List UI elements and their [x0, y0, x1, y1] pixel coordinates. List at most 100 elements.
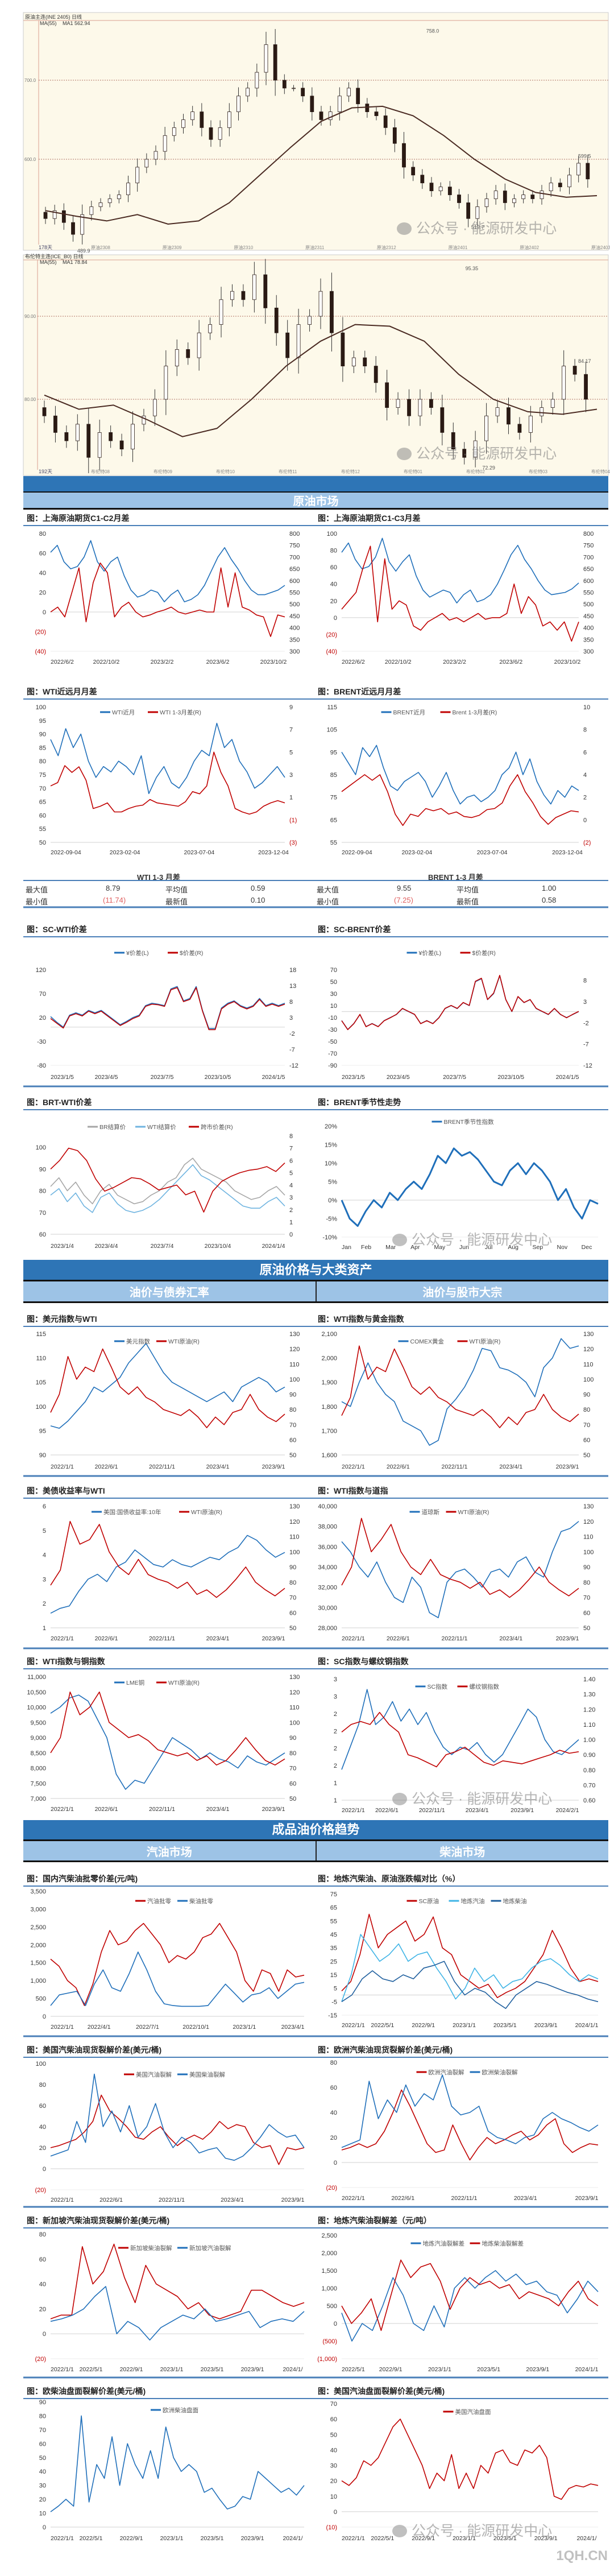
- x-axis-tick-label: 2022/11/1: [419, 1807, 445, 1814]
- y2-axis-tick-label: -12: [583, 1062, 592, 1069]
- y-axis-tick-label: 32,000: [318, 1585, 337, 1591]
- y-axis-tick-label: 60: [330, 2085, 337, 2091]
- y-axis-tick-label: 85: [39, 745, 46, 751]
- y-axis-tick-label: 100: [36, 704, 46, 711]
- subsection-diesel: 柴油市场: [315, 1841, 609, 1860]
- candle-body: [586, 163, 590, 180]
- x-axis-tick-label: 2024/1/: [283, 2535, 302, 2542]
- y-axis-tick-label: -50: [328, 1039, 337, 1045]
- line-chart: 图：地炼汽柴油裂解差（元/吨） 2,500 2,000 1,500 1,000 500 0 (…: [314, 2216, 608, 2373]
- candle-body: [503, 191, 507, 203]
- ma55-line: [44, 324, 597, 437]
- stats-value: (11.74): [103, 896, 126, 904]
- candle-body: [330, 291, 334, 333]
- stats-label: 最大值: [317, 886, 339, 894]
- y-axis-tick-label: 55: [330, 840, 337, 846]
- stats-label: 最小值: [26, 898, 48, 906]
- y-axis-tick-label: 35: [330, 1945, 337, 1952]
- y2-axis-tick-label: 18: [289, 967, 296, 974]
- y-axis-tick-label: 2,000: [321, 1355, 337, 1362]
- x-axis-tick-label: 2024/1/1: [575, 2366, 599, 2373]
- y-axis-tick-label: 5: [334, 1986, 337, 1992]
- y-axis-tick-label: 25: [330, 1958, 337, 1965]
- series-line: [341, 974, 579, 1031]
- x-axis-tick-label: 2023/10/4: [205, 1243, 231, 1250]
- y2-axis-tick-label: 120: [583, 1519, 594, 1525]
- y2-axis-tick-label: 800: [583, 531, 594, 537]
- x-axis-tick-label: 2022/6/1: [375, 1807, 399, 1814]
- legend-label: WTI结算价: [147, 1123, 176, 1131]
- legend-label: ¥价差(L): [418, 949, 442, 957]
- ma55-line: [45, 105, 597, 225]
- series-line: [50, 540, 285, 602]
- candle-body: [562, 366, 566, 400]
- x-axis-tick-label: 2023/4/1: [499, 1463, 522, 1470]
- legend-label: 地炼柴油裂解差: [482, 2240, 524, 2247]
- stats-label: 平均值: [457, 886, 479, 894]
- candle-body: [241, 291, 246, 300]
- x-axis-tick-label: 2023/9/1: [241, 2366, 264, 2373]
- y-axis-tick-label: 100: [36, 2061, 46, 2068]
- legend-label: WTI原油(R): [191, 1508, 222, 1516]
- x-axis-tick-label: 2023/9/1: [262, 1463, 285, 1470]
- candle-body: [528, 415, 533, 433]
- y2-axis-tick-label: 90: [583, 1564, 590, 1571]
- y-axis-tick-label: 8,000: [30, 1765, 46, 1772]
- y2-axis-tick-label: -2: [583, 1020, 589, 1027]
- y-axis-tick-label: 20: [39, 1015, 46, 1022]
- y2-axis-tick-label: 3: [583, 999, 587, 1006]
- y-axis-tick-label: 100: [36, 1404, 46, 1411]
- y-axis-tick-label: 80: [39, 531, 46, 537]
- y2-axis-tick-label: 7: [289, 727, 293, 734]
- price-annotation: 519.7: [471, 225, 484, 230]
- series-line: [50, 1147, 285, 1213]
- subsection-stocks-commodities: 油价与股市大宗: [315, 1281, 609, 1301]
- wechat-icon: [392, 1793, 407, 1805]
- section-assets-label: 原油价格与大类资产: [259, 1263, 372, 1277]
- series-line: [341, 1345, 579, 1428]
- y-axis-tick-label: -80: [37, 1062, 46, 1069]
- y-axis-tick-label: 3: [43, 1576, 46, 1583]
- y-axis-tick-label: 80: [39, 2231, 46, 2238]
- legend-label: WTI原油(R): [458, 1508, 489, 1516]
- y2-axis-tick-label: 600: [289, 578, 300, 585]
- candle-body: [576, 163, 581, 176]
- chart-title: 图：美元指数与WTI: [27, 1314, 97, 1324]
- chart-title: 图：美国汽柴油现货裂解价差(美元/桶): [27, 2045, 161, 2054]
- candle-body: [584, 374, 588, 400]
- y2-axis-tick-label: 700: [583, 554, 594, 561]
- legend-label: LME铜: [126, 1680, 144, 1686]
- y2-axis-tick-label: 0.60: [583, 1797, 595, 1804]
- y2-axis-tick-label: 110: [583, 1534, 594, 1541]
- ma-value: MA1 78.84: [63, 259, 88, 265]
- y2-axis-tick-label: -7: [583, 1041, 589, 1048]
- candle-body: [385, 382, 389, 408]
- line-chart: 图：BRT-WTI价差 100 90 80 70 60 8 7 6 5 4 3 2 1 0 2023/1/4 2…: [23, 1098, 314, 1250]
- x-axis-tick-label: 2023/2/2: [443, 659, 466, 665]
- candle-body: [135, 167, 140, 184]
- table-rule: [314, 880, 608, 881]
- candle-body: [131, 424, 135, 449]
- line-chart: 图：SC-WTI价差 120 70 20 -30 -80 18 13 8 3 -2 -7 -12 2023…: [23, 925, 314, 1081]
- legend-label: 跨市价差(R): [201, 1123, 233, 1131]
- y2-axis-tick-label: 8: [583, 978, 587, 985]
- y2-axis-tick-label: 50: [289, 1452, 296, 1459]
- x-axis-tick-label: 2023/4/1: [514, 2195, 537, 2202]
- y2-axis-tick-label: 100: [289, 1719, 300, 1726]
- x-axis-tick-label: 2024/1/5: [262, 1074, 285, 1081]
- legend-label: $价差(R): [472, 949, 496, 957]
- x-axis-tick-label: 2023/9/1: [241, 2535, 264, 2542]
- y-axis-tick-label: (40): [326, 648, 337, 655]
- y2-axis-tick-label: 350: [583, 636, 594, 643]
- y-axis-tick-label: 80: [330, 548, 337, 555]
- y-axis-tick-label: (20): [35, 629, 46, 636]
- y-axis-tick-label: 65: [330, 1905, 337, 1912]
- y-axis-tick-label: 1: [43, 1625, 46, 1632]
- y2-axis-tick-label: 70: [289, 1765, 296, 1772]
- x-axis-tick-label: 2023-02-04: [401, 849, 432, 856]
- x-axis-tick-label: 2023/9/1: [556, 1463, 579, 1470]
- y2-axis-tick-label: 13: [289, 983, 296, 990]
- candle-body: [252, 274, 256, 300]
- x-axis-tick-label: 2024/2/1: [556, 1807, 579, 1814]
- series-line: [50, 1535, 285, 1614]
